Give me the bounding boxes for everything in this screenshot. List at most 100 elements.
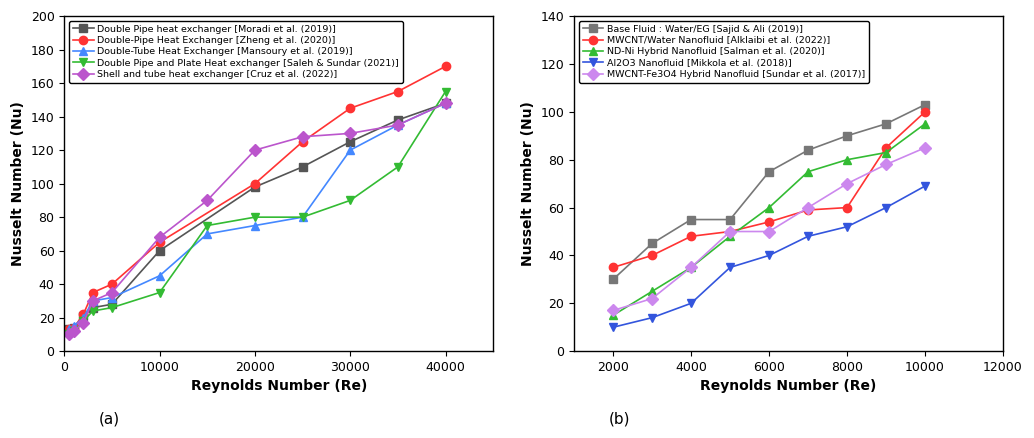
Legend: Double Pipe heat exchanger [Moradi et al. (2019)], Double-Pipe Heat Exchanger [Z: Double Pipe heat exchanger [Moradi et al… — [69, 21, 403, 83]
Base Fluid : Water/EG [Sajid & Ali (2019)]: (2e+03, 30): Water/EG [Sajid & Ali (2019)]: (2e+03, 3… — [607, 277, 619, 282]
Double-Tube Heat Exchanger [Mansoury et al. (2019)] — [439, 101, 452, 106]
Double-Tube Heat Exchanger [Mansoury et al. (2019)] — [297, 215, 309, 220]
Base Fluid : Water/EG [Sajid & Ali (2019)]: (9e+03, 95): Water/EG [Sajid & Ali (2019)]: (9e+03, 9… — [880, 121, 892, 127]
Double Pipe and Plate Heat exchanger [Saleh & Sundar (2021)] — [249, 215, 262, 220]
Legend: Base Fluid : Water/EG [Sajid & Ali (2019)], MWCNT/Water Nanofluid [Alklaibi et a: Base Fluid : Water/EG [Sajid & Ali (2019… — [579, 21, 870, 83]
Double-Tube Heat Exchanger [Mansoury et al. (2019)] — [87, 298, 99, 304]
ND-Ni Hybrid Nanofluid [Salman et al. (2020)] — [685, 265, 697, 270]
Double Pipe and Plate Heat exchanger [Saleh & Sundar (2021)] — [297, 215, 309, 220]
MWCNT-Fe3O4 Hybrid Nanofluid [Sundar et al. (2017)] — [724, 229, 736, 234]
Shell and tube heat exchanger [Cruz et al. (2022)] — [201, 198, 213, 203]
Double Pipe and Plate Heat exchanger [Saleh & Sundar (2021)] — [153, 290, 165, 295]
Line: ND-Ni Hybrid Nanofluid [Salman et al. (2020)]: ND-Ni Hybrid Nanofluid [Salman et al. (2… — [609, 120, 930, 319]
Y-axis label: Nusselt Number (Nu): Nusselt Number (Nu) — [521, 101, 535, 266]
Line: Double-Tube Heat Exchanger [Mansoury et al. (2019)]: Double-Tube Heat Exchanger [Mansoury et … — [65, 99, 450, 334]
Line: Shell and tube heat exchanger [Cruz et al. (2022)]: Shell and tube heat exchanger [Cruz et a… — [65, 99, 450, 339]
Double-Pipe Heat Exchanger [Zheng et al. (2020)] — [297, 139, 309, 145]
Base Fluid : Water/EG [Sajid & Ali (2019)]: (1e+04, 103): Water/EG [Sajid & Ali (2019)]: (1e+04, 1… — [919, 102, 932, 107]
Double Pipe and Plate Heat exchanger [Saleh & Sundar (2021)] — [201, 223, 213, 228]
X-axis label: Reynolds Number (Re): Reynolds Number (Re) — [190, 379, 367, 393]
Al2O3 Nanofluid [Mikkola et al. (2018)] — [841, 224, 853, 230]
MWCNT-Fe3O4 Hybrid Nanofluid [Sundar et al. (2017)] — [841, 181, 853, 186]
Double-Pipe Heat Exchanger [Zheng et al. (2020)] — [153, 240, 165, 245]
Double Pipe heat exchanger [Moradi et al. (2019)] — [105, 302, 118, 307]
MWCNT/Water Nanofluid [Alklaibi et al. (2022)] — [880, 145, 892, 150]
Al2O3 Nanofluid [Mikkola et al. (2018)] — [919, 184, 932, 189]
Text: (a): (a) — [98, 411, 120, 427]
Double Pipe heat exchanger [Moradi et al. (2019)] — [439, 101, 452, 106]
MWCNT/Water Nanofluid [Alklaibi et al. (2022)] — [841, 205, 853, 210]
ND-Ni Hybrid Nanofluid [Salman et al. (2020)] — [841, 157, 853, 162]
Double-Pipe Heat Exchanger [Zheng et al. (2020)] — [67, 325, 80, 330]
MWCNT-Fe3O4 Hybrid Nanofluid [Sundar et al. (2017)] — [919, 145, 932, 150]
MWCNT-Fe3O4 Hybrid Nanofluid [Sundar et al. (2017)] — [607, 308, 619, 313]
Double-Pipe Heat Exchanger [Zheng et al. (2020)] — [439, 64, 452, 69]
Double-Pipe Heat Exchanger [Zheng et al. (2020)] — [63, 327, 75, 332]
Double Pipe and Plate Heat exchanger [Saleh & Sundar (2021)] — [67, 328, 80, 334]
Line: MWCNT-Fe3O4 Hybrid Nanofluid [Sundar et al. (2017)]: MWCNT-Fe3O4 Hybrid Nanofluid [Sundar et … — [609, 144, 930, 314]
Double Pipe and Plate Heat exchanger [Saleh & Sundar (2021)] — [105, 305, 118, 310]
ND-Ni Hybrid Nanofluid [Salman et al. (2020)] — [801, 169, 814, 174]
MWCNT/Water Nanofluid [Alklaibi et al. (2022)] — [763, 219, 776, 225]
MWCNT-Fe3O4 Hybrid Nanofluid [Sundar et al. (2017)] — [763, 229, 776, 234]
Double-Tube Heat Exchanger [Mansoury et al. (2019)] — [153, 273, 165, 279]
Shell and tube heat exchanger [Cruz et al. (2022)] — [249, 148, 262, 153]
Double Pipe heat exchanger [Moradi et al. (2019)] — [249, 184, 262, 190]
Al2O3 Nanofluid [Mikkola et al. (2018)] — [607, 325, 619, 330]
Base Fluid : Water/EG [Sajid & Ali (2019)]: (4e+03, 55): Water/EG [Sajid & Ali (2019)]: (4e+03, 5… — [685, 217, 697, 222]
Double-Pipe Heat Exchanger [Zheng et al. (2020)] — [344, 106, 357, 111]
Double-Pipe Heat Exchanger [Zheng et al. (2020)] — [392, 89, 404, 94]
MWCNT-Fe3O4 Hybrid Nanofluid [Sundar et al. (2017)] — [646, 296, 659, 301]
Double-Tube Heat Exchanger [Mansoury et al. (2019)] — [392, 122, 404, 127]
Base Fluid : Water/EG [Sajid & Ali (2019)]: (7e+03, 84): Water/EG [Sajid & Ali (2019)]: (7e+03, 8… — [801, 148, 814, 153]
Base Fluid : Water/EG [Sajid & Ali (2019)]: (8e+03, 90): Water/EG [Sajid & Ali (2019)]: (8e+03, 9… — [841, 133, 853, 138]
MWCNT/Water Nanofluid [Alklaibi et al. (2022)] — [607, 265, 619, 270]
Shell and tube heat exchanger [Cruz et al. (2022)] — [105, 290, 118, 295]
Al2O3 Nanofluid [Mikkola et al. (2018)] — [724, 265, 736, 270]
Double-Pipe Heat Exchanger [Zheng et al. (2020)] — [105, 282, 118, 287]
Double Pipe heat exchanger [Moradi et al. (2019)] — [344, 139, 357, 145]
Double-Tube Heat Exchanger [Mansoury et al. (2019)] — [78, 315, 90, 320]
Text: (b): (b) — [608, 411, 630, 427]
Shell and tube heat exchanger [Cruz et al. (2022)] — [63, 332, 75, 337]
Base Fluid : Water/EG [Sajid & Ali (2019)]: (6e+03, 75): Water/EG [Sajid & Ali (2019)]: (6e+03, 7… — [763, 169, 776, 174]
Line: Double Pipe heat exchanger [Moradi et al. (2019)]: Double Pipe heat exchanger [Moradi et al… — [65, 99, 450, 334]
X-axis label: Reynolds Number (Re): Reynolds Number (Re) — [700, 379, 877, 393]
Base Fluid : Water/EG [Sajid & Ali (2019)]: (3e+03, 45): Water/EG [Sajid & Ali (2019)]: (3e+03, 4… — [646, 241, 659, 246]
Double Pipe and Plate Heat exchanger [Saleh & Sundar (2021)] — [87, 308, 99, 314]
Double Pipe and Plate Heat exchanger [Saleh & Sundar (2021)] — [78, 318, 90, 324]
MWCNT/Water Nanofluid [Alklaibi et al. (2022)] — [646, 253, 659, 258]
Shell and tube heat exchanger [Cruz et al. (2022)] — [78, 320, 90, 325]
Double Pipe heat exchanger [Moradi et al. (2019)] — [78, 313, 90, 318]
ND-Ni Hybrid Nanofluid [Salman et al. (2020)] — [880, 150, 892, 155]
MWCNT-Fe3O4 Hybrid Nanofluid [Sundar et al. (2017)] — [801, 205, 814, 210]
Shell and tube heat exchanger [Cruz et al. (2022)] — [67, 328, 80, 334]
Line: Base Fluid : Water/EG [Sajid & Ali (2019)]: Base Fluid : Water/EG [Sajid & Ali (2019… — [609, 100, 930, 283]
Double Pipe and Plate Heat exchanger [Saleh & Sundar (2021)] — [439, 89, 452, 94]
MWCNT-Fe3O4 Hybrid Nanofluid [Sundar et al. (2017)] — [685, 265, 697, 270]
ND-Ni Hybrid Nanofluid [Salman et al. (2020)] — [724, 233, 736, 239]
MWCNT-Fe3O4 Hybrid Nanofluid [Sundar et al. (2017)] — [880, 162, 892, 167]
Shell and tube heat exchanger [Cruz et al. (2022)] — [439, 101, 452, 106]
Shell and tube heat exchanger [Cruz et al. (2022)] — [344, 131, 357, 136]
Shell and tube heat exchanger [Cruz et al. (2022)] — [392, 122, 404, 127]
Double Pipe and Plate Heat exchanger [Saleh & Sundar (2021)] — [344, 198, 357, 203]
Al2O3 Nanofluid [Mikkola et al. (2018)] — [763, 253, 776, 258]
Line: Double-Pipe Heat Exchanger [Zheng et al. (2020)]: Double-Pipe Heat Exchanger [Zheng et al.… — [65, 62, 450, 334]
Double-Tube Heat Exchanger [Mansoury et al. (2019)] — [201, 231, 213, 237]
ND-Ni Hybrid Nanofluid [Salman et al. (2020)] — [607, 313, 619, 318]
Double-Tube Heat Exchanger [Mansoury et al. (2019)] — [63, 327, 75, 332]
MWCNT/Water Nanofluid [Alklaibi et al. (2022)] — [919, 109, 932, 114]
Double Pipe heat exchanger [Moradi et al. (2019)] — [87, 305, 99, 310]
ND-Ni Hybrid Nanofluid [Salman et al. (2020)] — [763, 205, 776, 210]
Al2O3 Nanofluid [Mikkola et al. (2018)] — [880, 205, 892, 210]
Shell and tube heat exchanger [Cruz et al. (2022)] — [87, 298, 99, 304]
Shell and tube heat exchanger [Cruz et al. (2022)] — [297, 134, 309, 139]
Double-Pipe Heat Exchanger [Zheng et al. (2020)] — [249, 181, 262, 186]
Double Pipe heat exchanger [Moradi et al. (2019)] — [297, 164, 309, 170]
Double-Pipe Heat Exchanger [Zheng et al. (2020)] — [78, 312, 90, 317]
Double-Tube Heat Exchanger [Mansoury et al. (2019)] — [67, 323, 80, 328]
Double Pipe heat exchanger [Moradi et al. (2019)] — [63, 327, 75, 332]
Double-Tube Heat Exchanger [Mansoury et al. (2019)] — [105, 295, 118, 300]
Line: MWCNT/Water Nanofluid [Alklaibi et al. (2022)]: MWCNT/Water Nanofluid [Alklaibi et al. (… — [609, 108, 930, 272]
